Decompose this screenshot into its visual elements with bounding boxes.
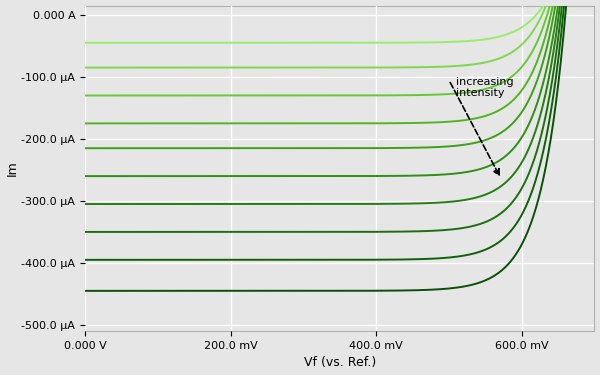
Text: increasing
intensity: increasing intensity — [456, 77, 514, 99]
X-axis label: Vf (vs. Ref.): Vf (vs. Ref.) — [304, 357, 376, 369]
Y-axis label: Im: Im — [5, 160, 19, 176]
